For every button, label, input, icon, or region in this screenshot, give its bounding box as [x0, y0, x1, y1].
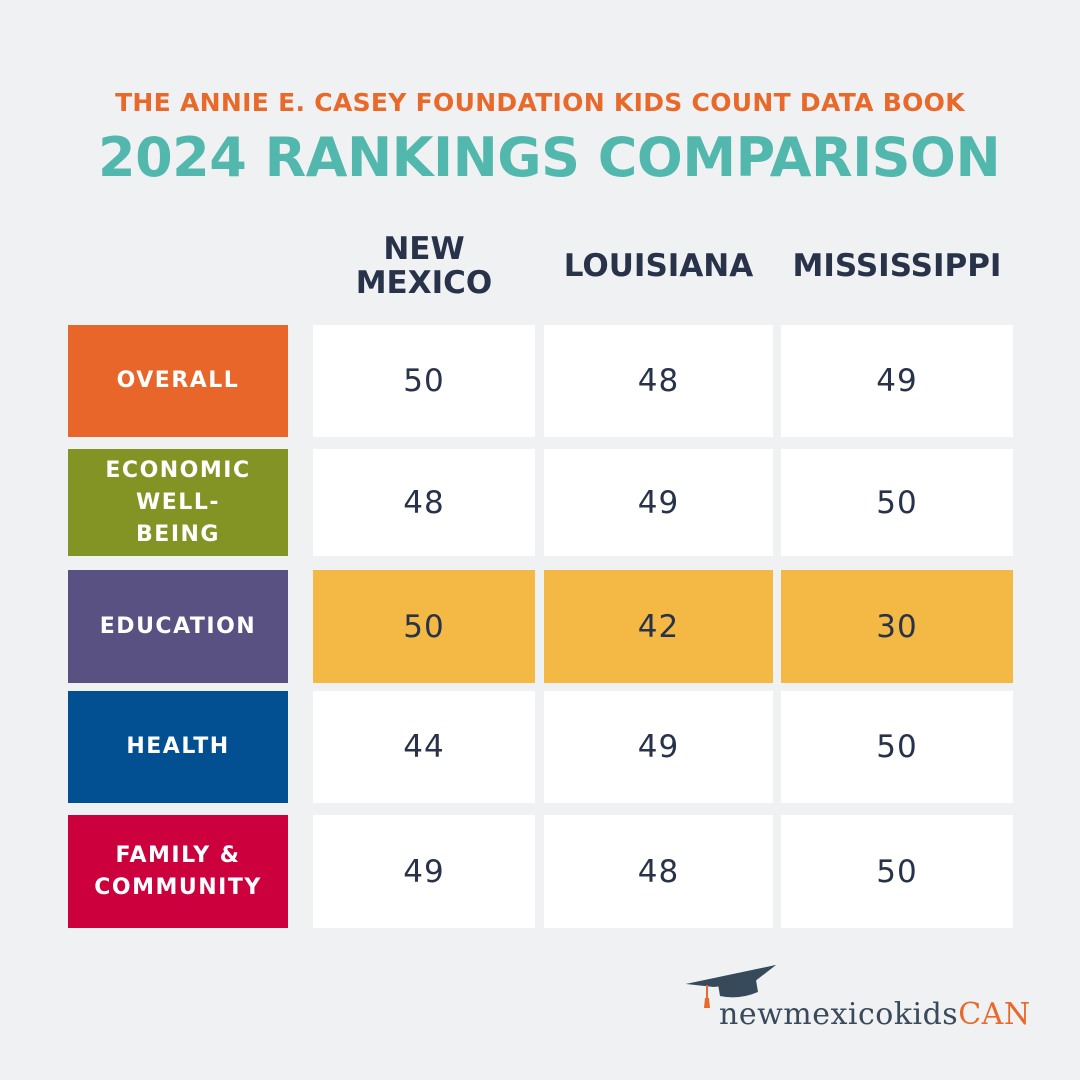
logo: newmexicokidsCAN — [684, 962, 1064, 1042]
table-cell: 50 — [781, 691, 1013, 803]
table-cell: 50 — [781, 815, 1013, 928]
supertitle: THE ANNIE E. CASEY FOUNDATION KIDS COUNT… — [115, 88, 965, 117]
table-cell: 44 — [313, 691, 535, 803]
row-label-overall: OVERALL — [68, 325, 288, 437]
column-header-mississippi: MISSISSIPPI — [792, 248, 1002, 284]
column-header-louisiana: LOUISIANA — [563, 248, 754, 284]
row-label-economic-well-being: ECONOMIC WELL-BEING — [68, 449, 288, 556]
table-cell: 49 — [313, 815, 535, 928]
table-cell: 48 — [544, 325, 773, 437]
row-label-family-community: FAMILY & COMMUNITY — [68, 815, 288, 928]
table-cell: 48 — [313, 449, 535, 556]
table-cell: 49 — [544, 691, 773, 803]
table-cell: 49 — [544, 449, 773, 556]
row-label-education: EDUCATION — [68, 570, 288, 683]
logo-text: newmexicokids — [719, 997, 959, 1032]
table-cell: 50 — [313, 325, 535, 437]
column-header-new-mexico: NEW MEXICO — [355, 231, 493, 301]
logo-text-accent: CAN — [958, 997, 1031, 1032]
table-cell-highlighted: 30 — [781, 570, 1013, 683]
row-label-health: HEALTH — [68, 691, 288, 803]
page-title: 2024 RANKINGS COMPARISON — [98, 126, 1001, 189]
table-cell: 48 — [544, 815, 773, 928]
table-cell: 49 — [781, 325, 1013, 437]
table-cell: 50 — [781, 449, 1013, 556]
table-cell-highlighted: 50 — [313, 570, 535, 683]
table-cell-highlighted: 42 — [544, 570, 773, 683]
graduation-cap-icon — [686, 965, 776, 1008]
